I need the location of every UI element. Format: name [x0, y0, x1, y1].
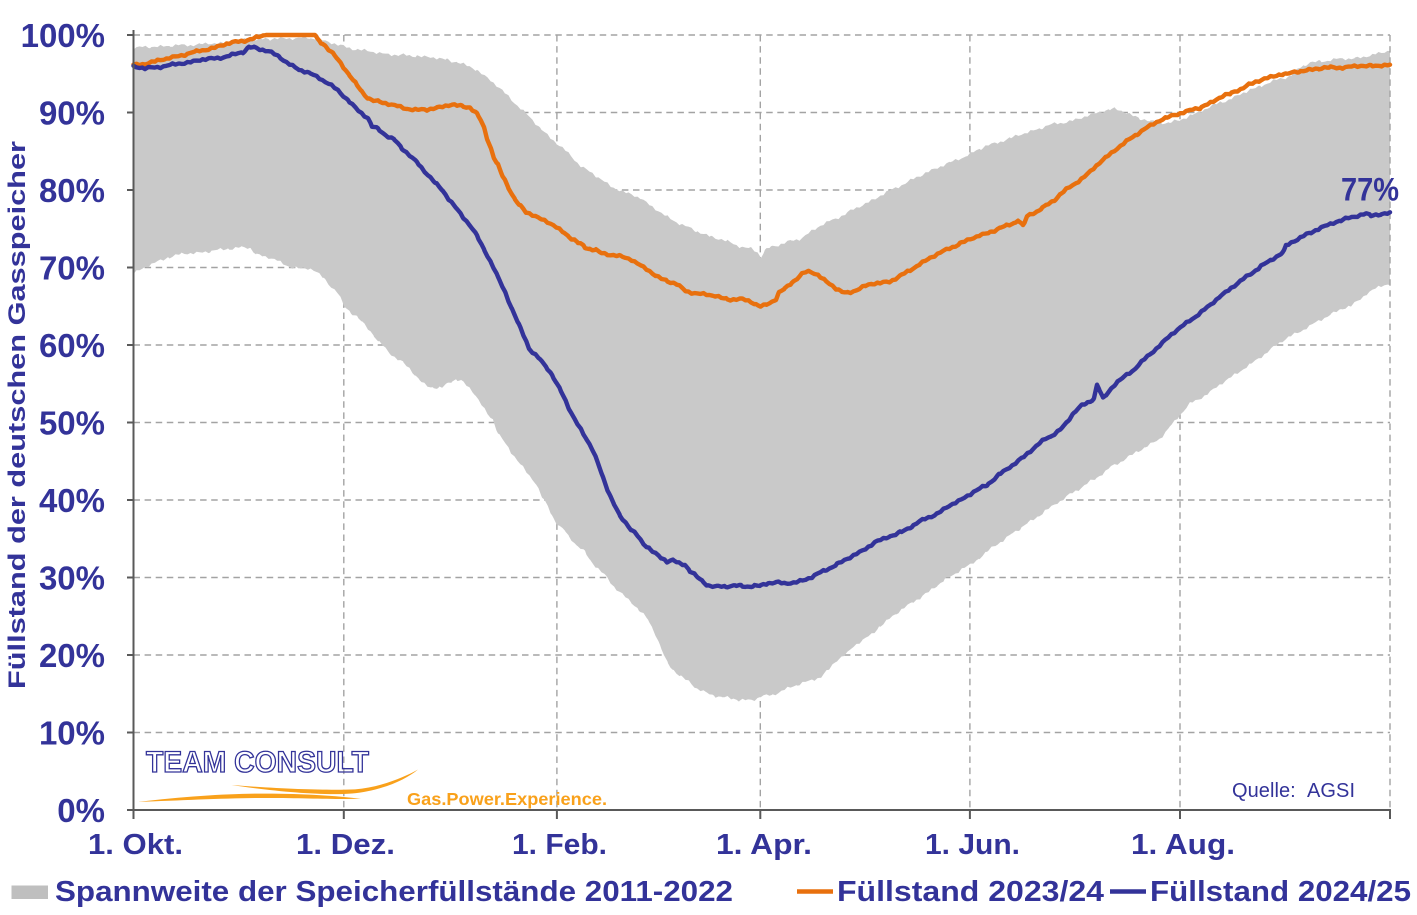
- svg-text:Gas.Power.Experience.: Gas.Power.Experience.: [407, 789, 607, 809]
- svg-text:Füllstand 2024/25: Füllstand 2024/25: [1150, 876, 1411, 908]
- svg-text:TEAM CONSULT: TEAM CONSULT: [146, 746, 369, 779]
- svg-text:Füllstand der deutschen Gasspe: Füllstand der deutschen Gasspeicher: [4, 140, 31, 689]
- svg-text:90%: 90%: [39, 94, 105, 131]
- svg-text:60%: 60%: [39, 327, 105, 364]
- svg-text:1. Apr.: 1. Apr.: [716, 829, 812, 861]
- svg-text:1. Dez.: 1. Dez.: [296, 829, 395, 861]
- svg-text:40%: 40%: [39, 482, 105, 519]
- svg-text:100%: 100%: [21, 17, 105, 54]
- svg-text:30%: 30%: [39, 559, 105, 596]
- svg-text:1. Feb.: 1. Feb.: [512, 829, 607, 861]
- svg-text:10%: 10%: [39, 714, 105, 751]
- svg-text:80%: 80%: [39, 172, 105, 209]
- svg-text:77%: 77%: [1341, 172, 1399, 208]
- svg-text:1. Jun.: 1. Jun.: [925, 829, 1020, 861]
- svg-text:0%: 0%: [57, 792, 105, 829]
- svg-text:50%: 50%: [39, 404, 105, 441]
- svg-text:Quelle: AGSI: Quelle: AGSI: [1232, 780, 1355, 802]
- svg-text:1. Okt.: 1. Okt.: [88, 829, 183, 861]
- svg-text:20%: 20%: [39, 637, 105, 674]
- svg-text:Füllstand 2023/24: Füllstand 2023/24: [837, 876, 1104, 908]
- svg-text:70%: 70%: [39, 249, 105, 286]
- svg-text:Spannweite der Speicherfüllstä: Spannweite der Speicherfüllstände 2011-2…: [55, 876, 733, 908]
- svg-text:1. Aug.: 1. Aug.: [1131, 829, 1235, 861]
